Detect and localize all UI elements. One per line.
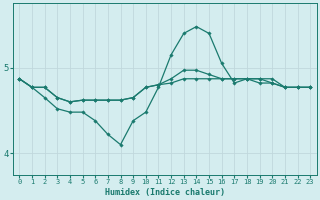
X-axis label: Humidex (Indice chaleur): Humidex (Indice chaleur) [105, 188, 225, 197]
